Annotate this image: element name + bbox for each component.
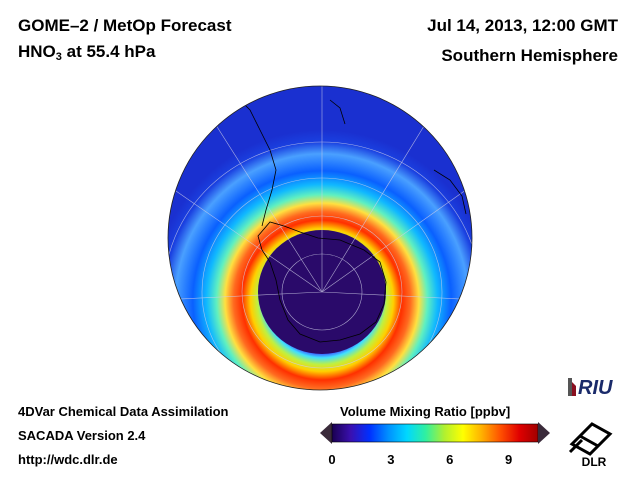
- colorbar-tick-0: 0: [328, 452, 336, 467]
- coastlines: [229, 89, 467, 343]
- africa-coastline: [329, 99, 346, 125]
- colorbar-low-arrow: [320, 422, 332, 444]
- hemisphere-label: Southern Hemisphere: [441, 46, 618, 65]
- antarctica-coastline: [257, 221, 387, 343]
- colorbar: [320, 422, 550, 444]
- species-formula: HNO: [18, 42, 56, 61]
- map-title: GOME–2 / MetOp Forecast: [18, 16, 232, 35]
- species-level: at 55.4 hPa: [61, 42, 156, 61]
- colorbar-ramp: [331, 423, 539, 443]
- dlr-logo-text: DLR: [582, 455, 607, 469]
- colorbar-title: Volume Mixing Ratio [ppbv]: [340, 404, 511, 419]
- riu-logo-text: RIU: [578, 377, 613, 399]
- colorbar-high-arrow: [538, 422, 550, 444]
- australia-coastline: [433, 169, 467, 215]
- forecast-date: Jul 14, 2013, 12:00 GMT: [427, 16, 618, 35]
- footer-assimilation: 4DVar Chemical Data Assimilation: [18, 404, 229, 419]
- species-label: HNO3 at 55.4 hPa: [18, 42, 155, 63]
- south-america-coastline: [229, 89, 277, 227]
- polar-globe-map: [167, 85, 473, 391]
- dlr-logo: DLR: [568, 422, 613, 469]
- colorbar-tick-9: 9: [504, 452, 513, 467]
- species-subscript: 3: [55, 51, 62, 63]
- footer-url[interactable]: http://wdc.dlr.de: [18, 452, 118, 467]
- riu-logo: RIU: [568, 377, 613, 399]
- footer-version: SACADA Version 2.4: [18, 428, 146, 443]
- colorbar-tick-3: 3: [387, 452, 395, 467]
- colorbar-tick-6: 6: [446, 452, 454, 467]
- graticule: [168, 86, 472, 390]
